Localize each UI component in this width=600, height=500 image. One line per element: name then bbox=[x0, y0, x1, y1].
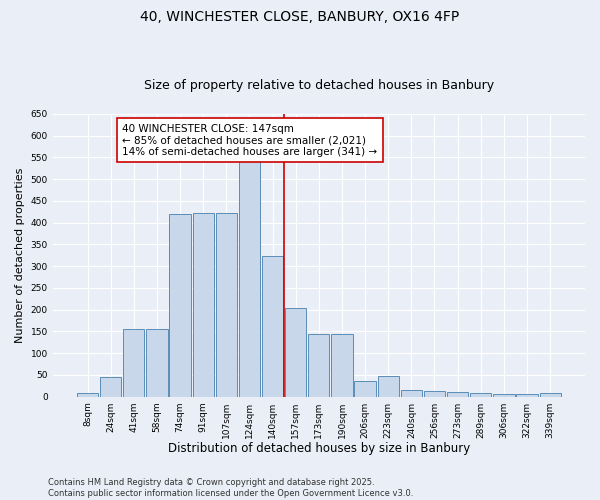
Bar bbox=[146, 329, 167, 396]
Bar bbox=[169, 214, 191, 396]
Bar bbox=[539, 393, 561, 396]
Text: 40, WINCHESTER CLOSE, BANBURY, OX16 4FP: 40, WINCHESTER CLOSE, BANBURY, OX16 4FP bbox=[140, 10, 460, 24]
Bar bbox=[285, 308, 307, 396]
Bar bbox=[100, 376, 121, 396]
Bar bbox=[401, 390, 422, 396]
Bar bbox=[215, 213, 237, 396]
Bar bbox=[262, 256, 283, 396]
Bar bbox=[77, 393, 98, 396]
Bar bbox=[447, 392, 468, 396]
Bar bbox=[377, 376, 399, 396]
Bar bbox=[193, 213, 214, 396]
Bar bbox=[493, 394, 515, 396]
Bar bbox=[308, 334, 329, 396]
X-axis label: Distribution of detached houses by size in Banbury: Distribution of detached houses by size … bbox=[168, 442, 470, 455]
Text: Contains HM Land Registry data © Crown copyright and database right 2025.
Contai: Contains HM Land Registry data © Crown c… bbox=[48, 478, 413, 498]
Title: Size of property relative to detached houses in Banbury: Size of property relative to detached ho… bbox=[144, 79, 494, 92]
Bar bbox=[355, 382, 376, 396]
Y-axis label: Number of detached properties: Number of detached properties bbox=[15, 168, 25, 343]
Text: 40 WINCHESTER CLOSE: 147sqm
← 85% of detached houses are smaller (2,021)
14% of : 40 WINCHESTER CLOSE: 147sqm ← 85% of det… bbox=[122, 124, 377, 157]
Bar bbox=[424, 390, 445, 396]
Bar bbox=[239, 161, 260, 396]
Bar bbox=[470, 393, 491, 396]
Bar bbox=[123, 329, 145, 396]
Bar bbox=[517, 394, 538, 396]
Bar bbox=[331, 334, 353, 396]
